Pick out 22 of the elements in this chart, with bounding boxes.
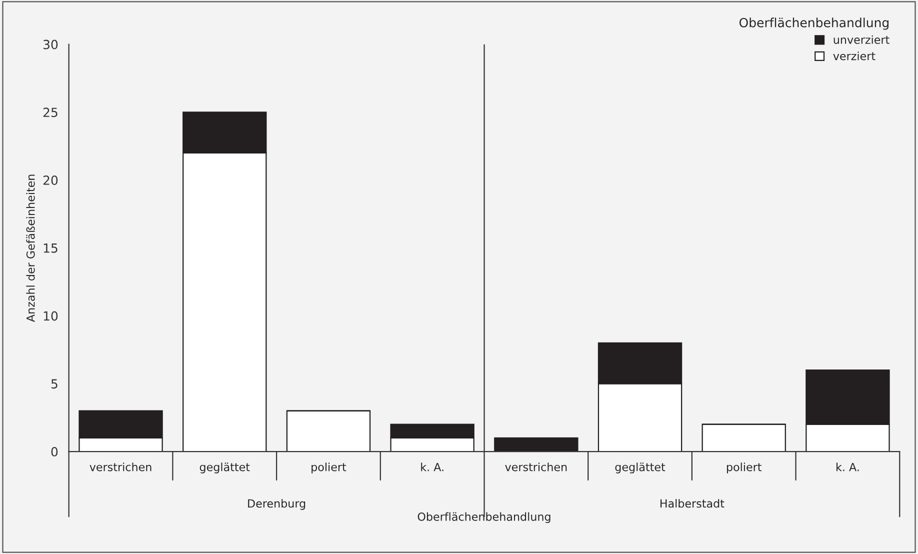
x-tick-label: geglättet [615, 462, 666, 474]
x-tick-label: k. A. [421, 462, 444, 472]
y-tick-label: 25 [43, 108, 58, 118]
legend-title: Oberflächenbehandlung [739, 18, 888, 30]
x-tick-label: k. A. [836, 462, 859, 472]
x-tick-label: verstrichen [505, 462, 567, 472]
y-axis-title: Anzahl der Gefäßeinheiten [26, 174, 35, 322]
y-tick-label: 10 [44, 311, 58, 321]
y-tick-label: 0 [51, 446, 58, 456]
x-tick-label: verstrichen [90, 462, 152, 472]
x-tick-label: poliert [312, 462, 346, 474]
text: Halberstadt [660, 499, 724, 508]
x-tick-label: poliert [726, 462, 762, 474]
x-tick-label: geglättet [200, 462, 250, 474]
text: Derenburg [248, 499, 306, 510]
legend-label: verziert [833, 52, 876, 60]
legend-label: unverziert [834, 35, 890, 44]
y-tick-label: 15 [44, 244, 58, 253]
y-tick-label: 5 [51, 379, 58, 389]
y-tick-label: 20 [43, 176, 58, 185]
y-tick-label: 30 [43, 40, 58, 50]
x-axis-title: Oberflächenbehandlung [418, 512, 550, 524]
